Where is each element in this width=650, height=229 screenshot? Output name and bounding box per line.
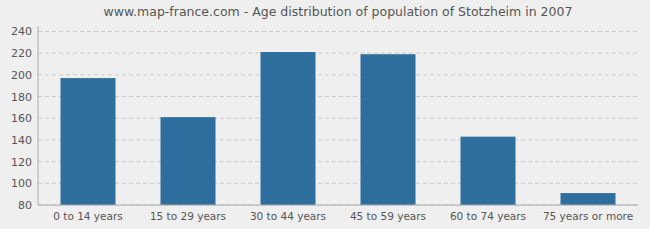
bar (61, 78, 116, 205)
y-tick-label: 100 (11, 177, 32, 190)
y-grid (38, 31, 638, 205)
y-tick-label: 180 (11, 91, 32, 104)
y-axis-line (38, 26, 39, 205)
title: www.map-france.com - Age distribution of… (104, 4, 573, 19)
x-tick-label: 30 to 44 years (250, 210, 326, 222)
y-tick-label: 140 (11, 134, 32, 147)
grid-line (38, 139, 638, 140)
x-axis-line (38, 205, 638, 206)
x-tick-label: 60 to 74 years (450, 210, 526, 222)
y-tick-label: 80 (18, 199, 32, 212)
grid-line (38, 205, 638, 206)
grid-line (38, 31, 638, 32)
x-tick-label: 0 to 14 years (53, 210, 123, 222)
bar (561, 193, 616, 205)
bars (61, 52, 616, 205)
chart-container: 80 100 120 140 160 180 200 220 240 0 to 14 years 1… (0, 0, 650, 229)
grid-line (38, 96, 638, 97)
x-tick-label: 75 years or more (543, 210, 633, 222)
y-tick-label: 160 (11, 112, 32, 125)
y-tick-label: 240 (11, 25, 32, 38)
bar (161, 117, 216, 205)
grid-line (38, 161, 638, 162)
y-tick-label: 220 (11, 47, 32, 60)
grid-line (38, 183, 638, 184)
grid-line (38, 53, 638, 54)
x-tick-label: 45 to 59 years (350, 210, 426, 222)
chart: 80 100 120 140 160 180 200 220 240 0 to 14 years 1… (0, 0, 650, 229)
grid-line (38, 74, 638, 75)
bar (361, 54, 416, 205)
y-tick-label: 120 (11, 156, 32, 169)
x-tick-label: 15 to 29 years (150, 210, 226, 222)
y-tick-label: 200 (11, 69, 32, 82)
bar (261, 52, 316, 205)
grid-line (38, 118, 638, 119)
bar (461, 137, 516, 205)
